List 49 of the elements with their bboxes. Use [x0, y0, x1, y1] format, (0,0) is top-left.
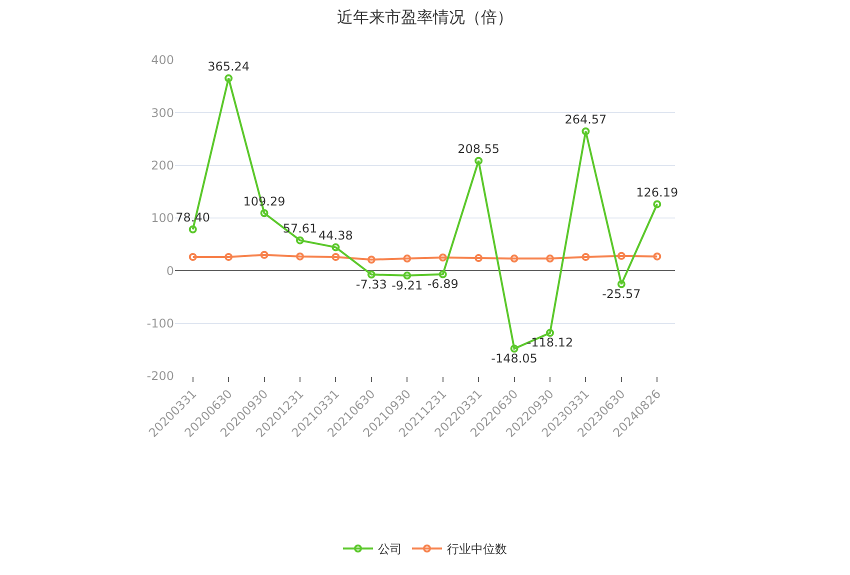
data-label: -118.12	[526, 336, 574, 350]
point	[224, 74, 233, 82]
y-tick-label: -200	[146, 369, 174, 384]
point	[403, 272, 412, 280]
point	[188, 225, 197, 234]
legend-label: 公司	[378, 542, 402, 556]
data-label: 264.57	[564, 112, 607, 127]
point	[582, 252, 590, 261]
point	[296, 236, 304, 244]
point	[617, 280, 626, 288]
point	[438, 270, 447, 278]
data-label: -7.33	[356, 277, 387, 292]
chart-title: 近年来市盈率情况（倍）	[337, 8, 513, 27]
point	[546, 254, 554, 263]
point	[510, 254, 518, 263]
data-label: 126.19	[636, 185, 678, 200]
data-label: -6.89	[427, 277, 458, 292]
point	[332, 243, 340, 252]
point	[403, 254, 412, 263]
y-tick-label: 100	[151, 211, 174, 226]
data-label: 208.55	[458, 142, 500, 156]
y-tick-label: 0	[166, 264, 174, 278]
point	[260, 250, 268, 259]
point	[546, 328, 554, 337]
point	[474, 156, 483, 165]
point	[653, 200, 662, 208]
point	[188, 252, 197, 261]
point	[582, 127, 590, 136]
point	[653, 252, 662, 260]
point	[617, 252, 626, 260]
y-tick-label: -100	[146, 316, 174, 331]
point	[260, 209, 268, 218]
data-label: 365.24	[208, 60, 250, 74]
point	[438, 254, 447, 262]
point	[510, 344, 518, 353]
point	[367, 270, 376, 279]
y-tick-label: 200	[151, 158, 174, 173]
legend-label: 行业中位数	[447, 542, 507, 556]
data-label: -9.21	[392, 278, 423, 292]
point	[474, 254, 483, 262]
point	[367, 256, 376, 264]
point	[296, 252, 304, 260]
data-label: 44.38	[318, 228, 353, 243]
point	[332, 252, 340, 261]
y-tick-label: 300	[151, 106, 174, 120]
y-tick-label: 400	[151, 53, 174, 68]
data-label: -148.05	[491, 351, 538, 366]
point	[224, 252, 233, 261]
data-label: -25.57	[602, 286, 641, 301]
